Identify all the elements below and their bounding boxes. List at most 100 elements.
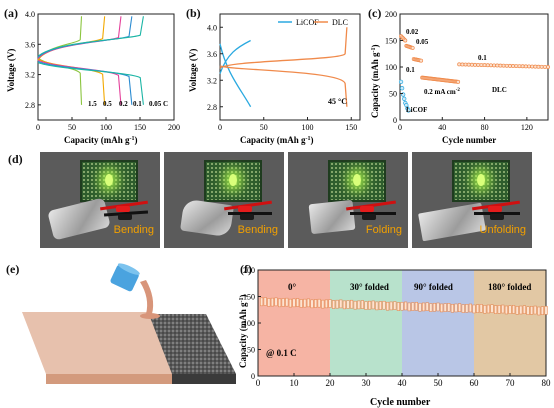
circuit-board bbox=[452, 160, 510, 202]
dlc-point bbox=[482, 63, 487, 68]
dlc-point bbox=[546, 65, 550, 69]
chart-c: 0 50 100 150 200 0 40 80 120 Capacity (mAh g-1)… bbox=[370, 10, 550, 145]
coating-edge bbox=[46, 374, 172, 384]
black-clip bbox=[118, 214, 132, 220]
capacity-point bbox=[511, 305, 516, 314]
capacity-point bbox=[295, 298, 300, 307]
y-axis-b-tick-label: 4.0 bbox=[207, 23, 217, 32]
capacity-point bbox=[364, 301, 368, 310]
x-axis-b-tick-label: 50 bbox=[260, 123, 268, 132]
photo-bending-1: Bending bbox=[40, 152, 160, 248]
discharge-curve-1 bbox=[37, 58, 106, 105]
y-axis-c-tick-label: 150 bbox=[385, 37, 397, 46]
dlc-point bbox=[523, 64, 528, 69]
capacity-point bbox=[461, 304, 465, 313]
black-wire bbox=[350, 212, 396, 215]
capacity-point bbox=[490, 304, 494, 313]
led-light bbox=[477, 174, 485, 186]
rate-label-4: 0.05 C bbox=[149, 100, 168, 108]
capacity-point bbox=[378, 301, 383, 310]
photo-caption: Bending bbox=[113, 224, 154, 236]
capacity-point bbox=[411, 302, 415, 311]
capacity-point bbox=[450, 303, 455, 313]
capacity-point bbox=[335, 299, 339, 309]
capacity-point bbox=[324, 299, 328, 309]
dlc-point bbox=[485, 63, 490, 68]
capacity-point bbox=[310, 299, 314, 309]
capacity-point bbox=[436, 302, 440, 312]
capacity-point bbox=[479, 304, 483, 313]
led-light bbox=[105, 174, 113, 186]
capacity-point bbox=[540, 306, 545, 315]
capacity-point bbox=[504, 305, 509, 315]
legend-label-dlc: DLC bbox=[332, 18, 348, 27]
capacity-point bbox=[404, 301, 408, 311]
plot-frame-b bbox=[219, 13, 361, 121]
y-axis-c-tick-label: 200 bbox=[385, 10, 397, 19]
dlc-point bbox=[504, 63, 509, 68]
dlc-point bbox=[479, 63, 484, 67]
x-axis-f-tick-label: 0 bbox=[256, 378, 261, 388]
capacity-point bbox=[497, 305, 501, 314]
capacity-point bbox=[368, 300, 372, 310]
capacity-point bbox=[267, 298, 271, 307]
black-wire bbox=[474, 212, 520, 215]
x-axis-f-tick-label: 70 bbox=[506, 378, 516, 388]
discharge-curve-3 bbox=[37, 60, 133, 105]
annotation-rate-01a: 0.1 bbox=[406, 66, 415, 74]
pouch-cell bbox=[308, 199, 356, 235]
licof-point bbox=[398, 79, 404, 84]
capacity-point bbox=[493, 305, 498, 314]
y-axis-a-tick-label: 2.8 bbox=[25, 101, 35, 110]
x-axis-c-tick-label: 120 bbox=[521, 123, 533, 132]
y-axis-c-tick-label: 50 bbox=[389, 90, 397, 99]
x-axis-a-tick-label: 150 bbox=[134, 123, 146, 132]
capacity-point bbox=[303, 298, 307, 308]
slurry-stream bbox=[140, 280, 154, 314]
annotation-dlc: DLC bbox=[492, 86, 507, 94]
capacity-point bbox=[422, 302, 426, 312]
legend-label-licof: LiCOF bbox=[296, 18, 319, 27]
dlc-discharge-curve bbox=[219, 65, 348, 107]
dlc-point bbox=[539, 64, 544, 69]
capacity-point bbox=[389, 301, 393, 311]
slurry-splash bbox=[140, 313, 160, 319]
dlc-point bbox=[514, 64, 519, 69]
pouch-cell bbox=[47, 197, 111, 241]
capacity-point bbox=[508, 305, 512, 314]
capacity-point bbox=[443, 303, 447, 312]
y-axis-c-tick-label: 100 bbox=[385, 63, 397, 72]
dlc-point bbox=[488, 63, 493, 68]
licof-point bbox=[402, 96, 407, 101]
capacity-point bbox=[522, 305, 527, 315]
region-label-90: 90° folded bbox=[414, 282, 453, 292]
x-axis-f-tick-label: 40 bbox=[398, 378, 408, 388]
capacity-point bbox=[342, 300, 346, 310]
photo-folding: Folding bbox=[288, 152, 408, 248]
capacity-point bbox=[292, 298, 296, 308]
dlc-point bbox=[533, 64, 538, 69]
annotation-rate-01b: 0.1 bbox=[478, 54, 487, 62]
x-axis-a-tick-label: 50 bbox=[68, 123, 76, 132]
region-label-30: 30° folded bbox=[350, 282, 389, 292]
capacity-point bbox=[515, 306, 519, 315]
capacity-point bbox=[328, 299, 332, 308]
dlc-point bbox=[501, 63, 506, 68]
y-axis-b-tick-label: 3.6 bbox=[207, 50, 217, 59]
black-clip bbox=[362, 214, 376, 220]
ylabel-f: Capacity (mAh g-1) bbox=[238, 295, 248, 369]
capacity-point bbox=[468, 303, 473, 313]
dlc-point bbox=[403, 38, 408, 43]
ylabel-a: Voltage (V) bbox=[6, 49, 16, 92]
y-axis-a-tick-label: 4.0 bbox=[25, 10, 35, 19]
circuit-board bbox=[204, 160, 262, 202]
dlc-point bbox=[542, 64, 547, 69]
capacity-point bbox=[544, 306, 548, 315]
dlc-point bbox=[498, 63, 503, 68]
capacity-point bbox=[259, 297, 264, 307]
capacity-point bbox=[472, 304, 476, 314]
coating-illustration bbox=[22, 263, 236, 384]
dlc-point bbox=[456, 79, 461, 84]
y-axis-f-tick-label: 0 bbox=[251, 372, 255, 381]
y-axis-a-tick-label: 3.2 bbox=[25, 71, 35, 80]
